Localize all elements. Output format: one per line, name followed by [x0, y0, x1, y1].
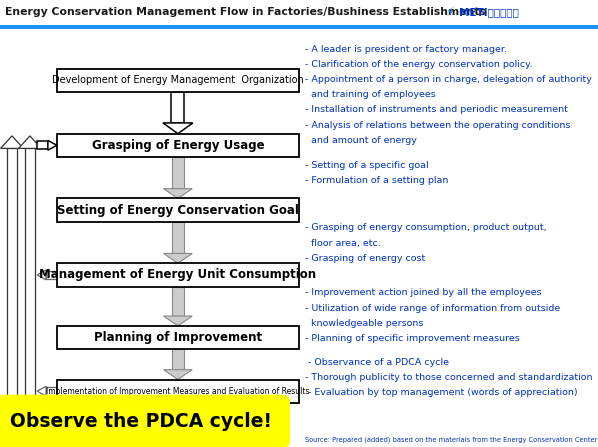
Bar	[172, 287, 184, 316]
Text: and amount of energy: and amount of energy	[305, 136, 417, 145]
Text: - Setting of a specific goal: - Setting of a specific goal	[305, 161, 429, 170]
Text: Energy Conservation Management Flow in Factories/Bushiness Establishments: Energy Conservation Management Flow in F…	[5, 7, 486, 17]
Text: - Grasping of energy consumption, product output,: - Grasping of energy consumption, produc…	[305, 224, 547, 232]
Text: - Observance of a PDCA cycle: - Observance of a PDCA cycle	[305, 358, 449, 367]
Text: - Formulation of a setting plan: - Formulation of a setting plan	[305, 176, 448, 185]
Bar	[57, 263, 299, 287]
Text: - Planning of specific improvement measures: - Planning of specific improvement measu…	[305, 334, 520, 343]
Bar	[0, 0, 598, 25]
Text: - Evaluation by top management (words of appreciation): - Evaluation by top management (words of…	[305, 388, 578, 397]
Text: - Utilization of wide range of information from outside: - Utilization of wide range of informati…	[305, 304, 560, 312]
Text: - Clarification of the energy conservation policy.: - Clarification of the energy conservati…	[305, 60, 532, 69]
Polygon shape	[1, 136, 23, 148]
Bar	[0, 25, 598, 29]
Text: floor area, etc.: floor area, etc.	[305, 239, 381, 248]
Polygon shape	[163, 123, 193, 134]
Polygon shape	[48, 140, 57, 150]
Polygon shape	[37, 270, 46, 280]
Text: Setting of Energy Conservation Goal: Setting of Energy Conservation Goal	[57, 203, 299, 217]
Text: - Installation of instruments and periodic measurement: - Installation of instruments and period…	[305, 105, 568, 114]
Polygon shape	[163, 370, 193, 380]
Text: knowledgeable persons: knowledgeable persons	[305, 319, 423, 328]
FancyBboxPatch shape	[0, 395, 290, 447]
Bar	[57, 134, 299, 157]
Polygon shape	[163, 189, 193, 198]
Polygon shape	[163, 316, 193, 326]
Bar	[37, 141, 48, 149]
Text: Implementation of Improvement Measures and Evaluation of Results: Implementation of Improvement Measures a…	[46, 387, 310, 396]
Text: - Improvement action joined by all the employees: - Improvement action joined by all the e…	[305, 288, 542, 297]
Polygon shape	[19, 136, 41, 148]
Text: Development of Energy Management  Organization: Development of Energy Management Organiz…	[52, 76, 304, 85]
Text: and training of employees: and training of employees	[305, 90, 436, 99]
Text: - A leader is president or factory manager.: - A leader is president or factory manag…	[305, 45, 507, 54]
Text: ⚡: ⚡	[446, 5, 454, 19]
Text: METI経済産業省: METI経済産業省	[459, 7, 519, 17]
Bar	[172, 157, 184, 189]
Text: - Appointment of a person in charge, delegation of authority: - Appointment of a person in charge, del…	[305, 75, 592, 84]
Bar	[172, 349, 184, 370]
Bar	[57, 198, 299, 222]
Text: Observe the PDCA cycle!: Observe the PDCA cycle!	[10, 412, 271, 431]
Polygon shape	[163, 253, 193, 263]
Text: - Analysis of relations between the operating conditions: - Analysis of relations between the oper…	[305, 121, 570, 130]
Bar	[57, 380, 299, 403]
Text: Planning of Improvement: Planning of Improvement	[94, 331, 262, 344]
Text: - Grasping of energy cost: - Grasping of energy cost	[305, 254, 425, 263]
Text: Grasping of Energy Usage: Grasping of Energy Usage	[91, 139, 264, 152]
Bar	[46, 387, 57, 395]
Bar	[57, 69, 299, 92]
Bar	[46, 271, 57, 279]
Text: Management of Energy Unit Consumption: Management of Energy Unit Consumption	[39, 268, 316, 282]
Bar	[172, 222, 184, 253]
Text: - Thorough publicity to those concerned and standardization: - Thorough publicity to those concerned …	[305, 373, 593, 382]
Bar	[57, 326, 299, 349]
Text: Source: Prepared (added) based on the materials from the Energy Conservation Cen: Source: Prepared (added) based on the ma…	[305, 436, 598, 443]
Bar	[171, 92, 184, 123]
Bar	[7, 148, 17, 401]
Polygon shape	[37, 386, 46, 396]
Bar	[25, 148, 35, 401]
